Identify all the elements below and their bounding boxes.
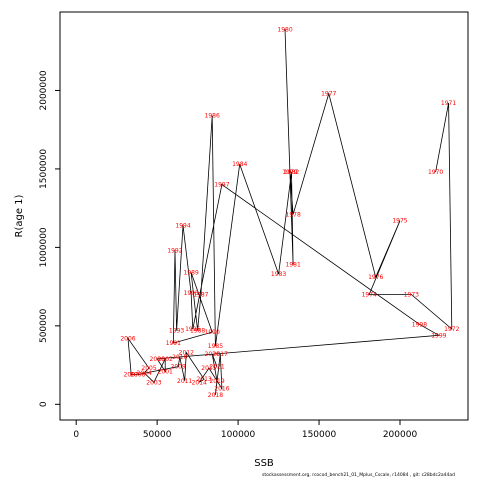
point-label-1978: 1978 — [286, 211, 301, 218]
y-tick-label: 500000 — [39, 308, 49, 343]
point-label-1988: 1988 — [190, 328, 205, 335]
point-label-2015: 2015 — [201, 365, 216, 372]
x-axis-title: SSB — [254, 458, 274, 469]
point-label-2016: 2016 — [214, 386, 229, 393]
point-label-1997: 1997 — [214, 182, 229, 189]
point-label-1984: 1984 — [232, 161, 247, 168]
point-label-2005: 2005 — [141, 365, 156, 372]
point-label-1996: 1996 — [185, 326, 200, 333]
x-tick-label: 150000 — [302, 430, 337, 440]
point-label-1985: 1985 — [208, 343, 223, 350]
point-label-2013: 2013 — [196, 376, 211, 383]
point-label-1972: 1972 — [444, 326, 459, 333]
footer-note: stockassessment.org, rcocod_bench21_01_M… — [262, 473, 455, 478]
point-label-1989: 1989 — [184, 269, 199, 276]
point-label-1993: 1993 — [169, 328, 184, 335]
point-label-1975: 1975 — [392, 218, 407, 225]
x-tick-label: 200000 — [383, 430, 418, 440]
point-label-2009: 2009 — [171, 364, 186, 371]
point-label-2003: 2003 — [146, 379, 161, 386]
plot-frame — [59, 11, 469, 421]
point-label-1970: 1970 — [428, 169, 443, 176]
y-axis: 0 500000 1000000 1500000 2000000 — [39, 70, 61, 407]
point-label-1994: 1994 — [175, 222, 190, 229]
y-tick-label: 1000000 — [39, 227, 49, 267]
point-label-1981: 1981 — [286, 262, 301, 269]
point-label-2002: 2002 — [158, 356, 173, 363]
point-label-2011: 2011 — [177, 378, 192, 385]
point-label-1982: 1982 — [284, 169, 299, 176]
point-label-2000: 2000 — [150, 356, 165, 363]
point-label-2008: 2008 — [130, 371, 145, 378]
x-axis: 0 50000 100000 150000 200000 — [73, 419, 418, 440]
point-label-1990: 1990 — [205, 329, 220, 336]
point-label-1974: 1974 — [362, 291, 377, 298]
x-tick-label: 50000 — [143, 430, 172, 440]
x-tick-label: 100000 — [221, 430, 256, 440]
point-label-2004: 2004 — [137, 370, 152, 377]
y-tick-label: 0 — [39, 401, 49, 407]
point-label-2014: 2014 — [192, 379, 207, 386]
point-label-1973: 1973 — [404, 291, 419, 298]
point-label-2012: 2012 — [179, 350, 194, 357]
point-label-2010: 2010 — [172, 354, 187, 361]
point-label-2001: 2001 — [158, 368, 173, 375]
point-label-1986: 1986 — [205, 113, 220, 120]
point-labels: 1970 1971 1972 1973 1974 1975 1976 1977 1978 1979… — [120, 26, 459, 399]
point-label-1971: 1971 — [441, 100, 456, 107]
point-label-2006: 2006 — [120, 335, 135, 342]
point-label-2007: 2007 — [124, 371, 139, 378]
point-label-1995: 1995 — [184, 290, 199, 297]
point-label-1977: 1977 — [321, 91, 336, 98]
y-tick-label: 1500000 — [39, 149, 49, 189]
point-label-2019: 2019 — [209, 378, 224, 385]
point-label-1998: 1998 — [412, 321, 427, 328]
point-label-1992: 1992 — [167, 248, 182, 255]
point-label-1976: 1976 — [368, 274, 383, 281]
point-label-1983: 1983 — [271, 271, 286, 278]
series-line — [127, 29, 453, 395]
y-axis-title: R(age 1) — [14, 194, 25, 237]
point-label-2021: 2021 — [209, 364, 224, 371]
series-path — [127, 29, 453, 395]
point-label-1987: 1987 — [193, 291, 208, 298]
point-label-1991: 1991 — [166, 340, 181, 347]
y-tick-label: 2000000 — [39, 70, 49, 110]
point-label-1999: 1999 — [431, 332, 446, 339]
point-label-1979: 1979 — [282, 169, 297, 176]
point-label-1980: 1980 — [277, 26, 292, 33]
x-tick-label: 0 — [73, 430, 79, 440]
point-label-2018: 2018 — [208, 392, 223, 399]
point-label-2017: 2017 — [213, 351, 228, 358]
point-label-2020: 2020 — [205, 351, 220, 358]
